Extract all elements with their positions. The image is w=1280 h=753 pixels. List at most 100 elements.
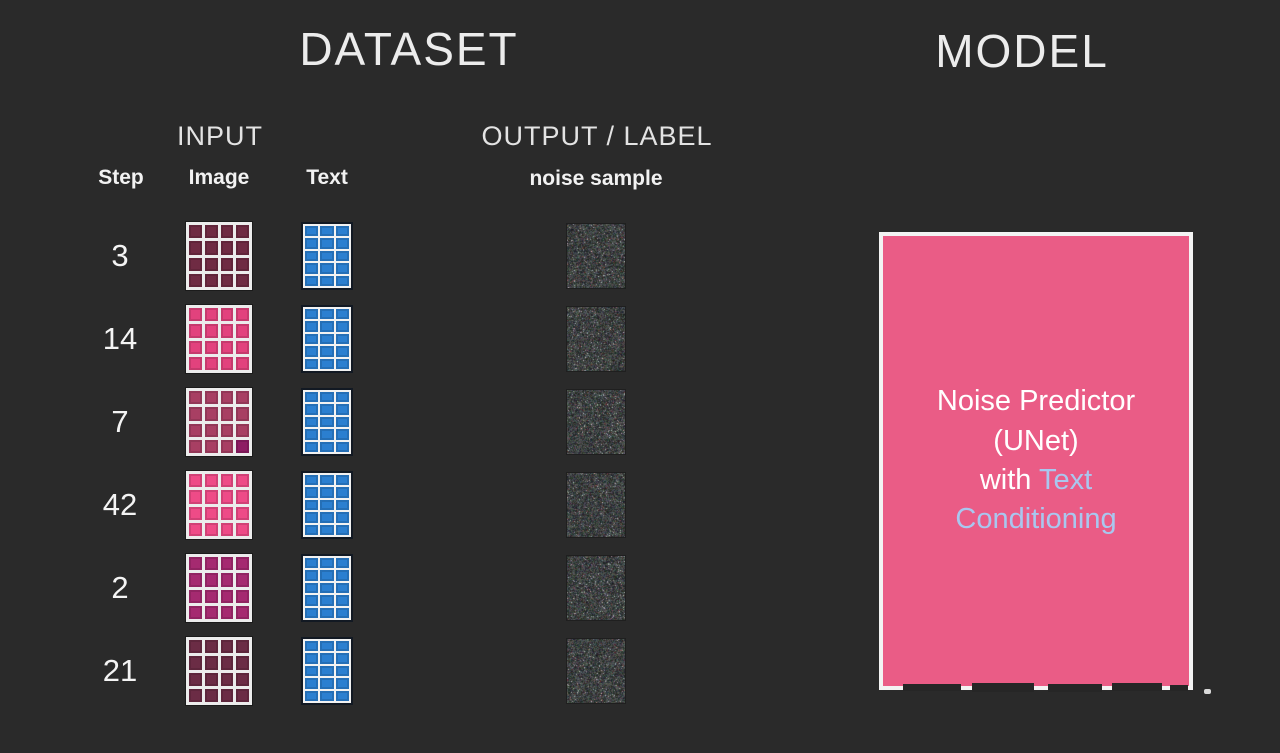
grid-cell — [221, 241, 234, 254]
grid-cell — [189, 507, 202, 520]
grid-cell — [320, 666, 333, 676]
grid-cell — [205, 440, 218, 453]
input-image-grid — [186, 305, 252, 373]
grid-cell — [221, 324, 234, 337]
grid-cell — [336, 512, 349, 522]
grid-cell — [305, 321, 318, 331]
grid-cell — [205, 490, 218, 503]
grid-cell — [205, 241, 218, 254]
input-image-grid — [186, 471, 252, 539]
noise-sample-image — [567, 473, 625, 537]
grid-cell — [221, 391, 234, 404]
grid-cell — [189, 357, 202, 370]
grid-cell — [320, 487, 333, 497]
grid-cell — [221, 440, 234, 453]
grid-cell — [305, 666, 318, 676]
slide: DATASET MODEL INPUT OUTPUT / LABEL Step … — [0, 0, 1280, 753]
grid-cell — [320, 691, 333, 701]
grid-cell — [320, 238, 333, 248]
column-header-step: Step — [98, 166, 144, 190]
grid-cell — [336, 226, 349, 236]
grid-cell — [336, 417, 349, 427]
grid-cell — [189, 440, 202, 453]
grid-cell — [236, 590, 249, 603]
dataset-title: DATASET — [299, 22, 518, 76]
grid-cell — [305, 641, 318, 651]
grid-cell — [189, 274, 202, 287]
grid-cell — [189, 308, 202, 321]
grid-cell — [320, 263, 333, 273]
grid-cell — [221, 590, 234, 603]
grid-cell — [305, 512, 318, 522]
grid-cell — [189, 490, 202, 503]
grid-cell — [320, 276, 333, 286]
grid-cell — [336, 583, 349, 593]
grid-cell — [205, 258, 218, 271]
grid-cell — [236, 507, 249, 520]
noise-predictor-label: Noise Predictor (UNet) with Text Conditi… — [937, 382, 1135, 540]
grid-cell — [189, 391, 202, 404]
grid-cell — [205, 557, 218, 570]
grid-cell — [189, 590, 202, 603]
grid-cell — [336, 487, 349, 497]
grid-cell — [221, 424, 234, 437]
grid-cell — [236, 606, 249, 619]
grid-cell — [189, 689, 202, 702]
grid-cell — [205, 407, 218, 420]
grid-cell — [320, 429, 333, 439]
grid-cell — [221, 274, 234, 287]
grid-cell — [221, 640, 234, 653]
grid-cell — [305, 583, 318, 593]
grid-cell — [305, 429, 318, 439]
grid-cell — [189, 523, 202, 536]
grid-cell — [189, 407, 202, 420]
grid-cell — [320, 558, 333, 568]
grid-cell — [336, 392, 349, 402]
grid-cell — [205, 640, 218, 653]
grid-cell — [221, 673, 234, 686]
grid-cell — [205, 274, 218, 287]
noise-predictor-box: Noise Predictor (UNet) with Text Conditi… — [879, 232, 1193, 690]
grid-cell — [320, 442, 333, 452]
noise-sample-image — [567, 224, 625, 288]
grid-cell — [236, 391, 249, 404]
grid-cell — [305, 359, 318, 369]
grid-cell — [305, 251, 318, 261]
grid-cell — [221, 557, 234, 570]
noise-sample-image — [567, 556, 625, 620]
step-value: 3 — [70, 222, 170, 290]
grid-cell — [305, 442, 318, 452]
grid-cell — [305, 558, 318, 568]
grid-cell — [189, 225, 202, 238]
grid-cell — [305, 608, 318, 618]
grid-cell — [205, 573, 218, 586]
grid-cell — [189, 656, 202, 669]
grid-cell — [189, 341, 202, 354]
grid-cell — [205, 357, 218, 370]
grid-cell — [305, 678, 318, 688]
grid-cell — [305, 417, 318, 427]
grid-cell — [221, 407, 234, 420]
grid-cell — [221, 606, 234, 619]
grid-cell — [236, 440, 249, 453]
grid-cell — [305, 334, 318, 344]
grid-cell — [336, 608, 349, 618]
grid-cell — [336, 641, 349, 651]
grid-cell — [236, 241, 249, 254]
grid-cell — [221, 573, 234, 586]
dataset-row: 2 — [0, 554, 720, 622]
grid-cell — [320, 417, 333, 427]
grid-cell — [336, 321, 349, 331]
grid-cell — [221, 357, 234, 370]
grid-cell — [189, 640, 202, 653]
grid-cell — [221, 258, 234, 271]
grid-cell — [336, 666, 349, 676]
grid-cell — [336, 653, 349, 663]
grid-cell — [189, 573, 202, 586]
grid-cell — [236, 341, 249, 354]
grid-cell — [320, 475, 333, 485]
grid-cell — [305, 595, 318, 605]
grid-cell — [221, 225, 234, 238]
column-header-image: Image — [189, 166, 250, 190]
grid-cell — [336, 429, 349, 439]
